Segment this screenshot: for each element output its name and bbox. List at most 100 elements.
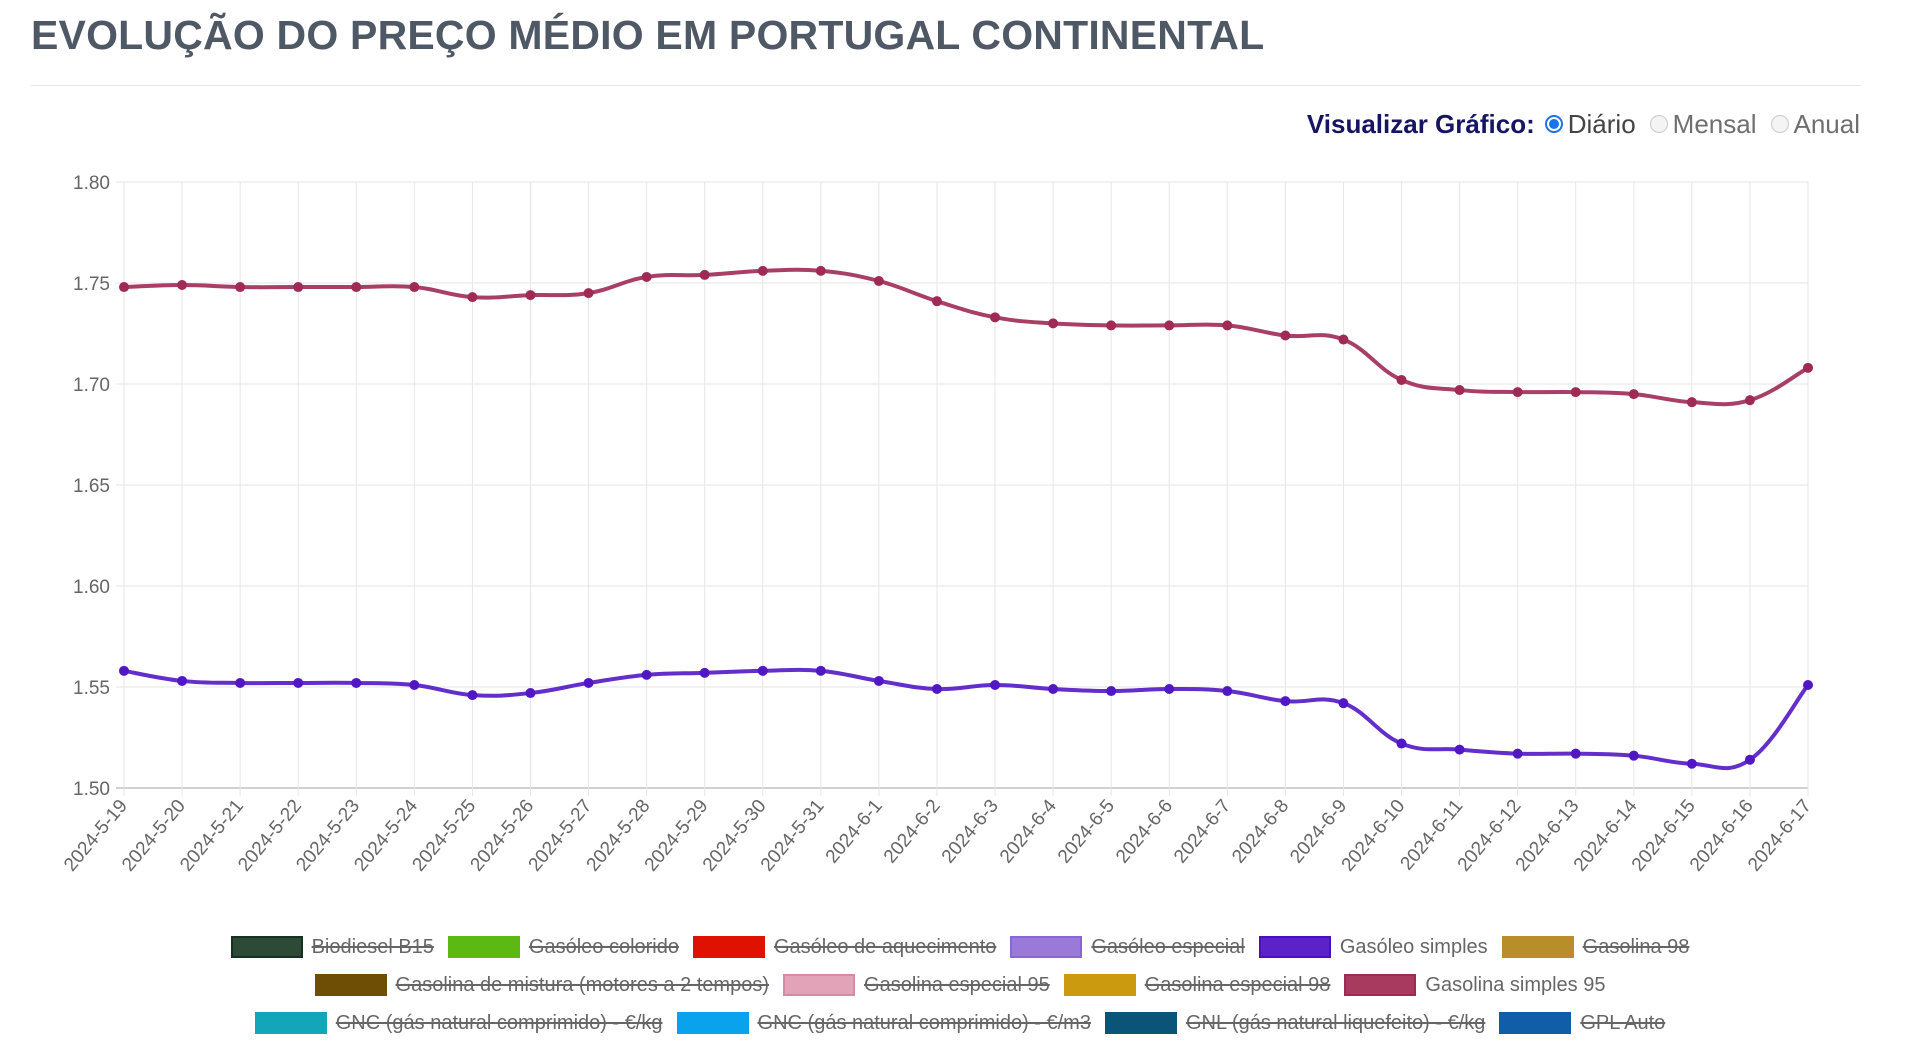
radio-option-mensal[interactable]: Mensal xyxy=(1649,109,1757,140)
data-point[interactable] xyxy=(467,292,478,303)
data-point[interactable] xyxy=(1686,758,1697,769)
data-point[interactable] xyxy=(1803,679,1813,690)
data-point[interactable] xyxy=(293,677,304,688)
data-point[interactable] xyxy=(1454,385,1465,396)
data-point[interactable] xyxy=(235,282,246,293)
data-point[interactable] xyxy=(409,282,420,293)
legend-item[interactable]: GPL Auto xyxy=(1499,1012,1665,1035)
data-point[interactable] xyxy=(757,665,768,676)
legend-swatch xyxy=(230,936,303,958)
chart-view-selector: Visualizar Gráfico: Diário Mensal Anual xyxy=(1307,108,1860,140)
y-tick-label: 1.55 xyxy=(73,678,110,699)
legend-item[interactable]: Gasóleo especial xyxy=(1010,936,1245,959)
data-point[interactable] xyxy=(1280,696,1291,707)
data-point[interactable] xyxy=(931,684,942,695)
radio-anual[interactable] xyxy=(1770,115,1789,133)
radio-mensal[interactable] xyxy=(1649,115,1668,133)
data-point[interactable] xyxy=(699,269,710,280)
data-point[interactable] xyxy=(119,665,129,676)
legend-item[interactable]: Gasolina especial 98 xyxy=(1063,974,1330,997)
data-point[interactable] xyxy=(525,688,536,699)
data-point[interactable] xyxy=(1686,397,1697,408)
legend-item[interactable]: Gasóleo colorido xyxy=(447,936,679,959)
radio-diario[interactable] xyxy=(1544,115,1563,133)
data-point[interactable] xyxy=(990,679,1001,690)
data-point[interactable] xyxy=(119,282,129,293)
legend-item[interactable]: Gasolina especial 95 xyxy=(783,974,1050,997)
data-point[interactable] xyxy=(1048,318,1059,329)
legend-item[interactable]: GNC (gás natural comprimido) - €/kg xyxy=(254,1011,663,1035)
data-point[interactable] xyxy=(931,296,942,307)
data-point[interactable] xyxy=(699,667,710,678)
data-point[interactable] xyxy=(467,690,478,701)
data-point[interactable] xyxy=(1106,320,1117,331)
data-point[interactable] xyxy=(1628,750,1639,761)
data-point[interactable] xyxy=(873,275,884,286)
legend-item[interactable]: GNC (gás natural comprimido) - €/m3 xyxy=(676,1012,1091,1035)
data-point[interactable] xyxy=(990,312,1001,323)
data-point[interactable] xyxy=(1338,334,1349,345)
data-point[interactable] xyxy=(235,677,246,688)
data-point[interactable] xyxy=(1164,684,1175,695)
data-point[interactable] xyxy=(1396,738,1407,749)
legend-item[interactable]: Gasóleo simples xyxy=(1258,936,1488,959)
data-point[interactable] xyxy=(1280,330,1291,341)
y-tick-label: 1.60 xyxy=(73,577,110,598)
data-point[interactable] xyxy=(1222,686,1233,697)
data-point[interactable] xyxy=(1744,395,1755,406)
data-point[interactable] xyxy=(409,679,420,690)
data-point[interactable] xyxy=(351,677,362,688)
legend-item[interactable]: Biodiesel B15 xyxy=(230,935,434,959)
x-tick-label: 2024-6-4 xyxy=(996,795,1061,867)
data-point[interactable] xyxy=(641,669,652,680)
data-point[interactable] xyxy=(1570,748,1581,759)
data-point[interactable] xyxy=(177,675,188,686)
legend-label: GNC (gás natural comprimido) - €/kg xyxy=(335,1011,663,1034)
data-point[interactable] xyxy=(815,665,826,676)
y-tick-label: 1.80 xyxy=(73,173,110,194)
x-tick-label: 2024-6-3 xyxy=(938,796,1003,868)
data-point[interactable] xyxy=(1048,684,1059,695)
legend-item[interactable]: Gasóleo de aquecimento xyxy=(693,936,996,959)
data-point[interactable] xyxy=(1338,698,1349,709)
x-tick-label: 2024-6-6 xyxy=(1112,796,1177,868)
data-point[interactable] xyxy=(525,290,536,301)
data-point[interactable] xyxy=(1164,320,1175,331)
legend-item[interactable]: Gasolina de mistura (motores a 2 tempos) xyxy=(314,974,769,997)
data-point[interactable] xyxy=(351,282,362,293)
legend-label: Biodiesel B15 xyxy=(311,935,434,958)
data-point[interactable] xyxy=(1396,374,1407,385)
data-point[interactable] xyxy=(815,265,826,276)
data-point[interactable] xyxy=(641,271,652,282)
title-separator xyxy=(31,85,1861,86)
data-point[interactable] xyxy=(873,675,884,686)
legend-item[interactable]: GNL (gás natural liquefeito) - €/kg xyxy=(1104,1012,1485,1035)
data-point[interactable] xyxy=(583,288,594,299)
data-point[interactable] xyxy=(1222,320,1233,331)
radio-option-anual[interactable]: Anual xyxy=(1770,109,1860,140)
legend-item[interactable]: Gasolina simples 95 xyxy=(1344,974,1605,997)
data-point[interactable] xyxy=(1454,744,1465,755)
y-axis: 1.80 1.75 1.70 1.65 1.60 1.55 1.50 xyxy=(73,173,110,800)
legend-label: Gasolina especial 95 xyxy=(864,973,1050,996)
data-point[interactable] xyxy=(583,677,594,688)
data-point[interactable] xyxy=(1570,387,1581,398)
x-tick-label: 2024-6-2 xyxy=(880,796,945,868)
data-point[interactable] xyxy=(1803,362,1813,373)
x-tick-label: 2024-6-5 xyxy=(1054,796,1119,868)
data-point[interactable] xyxy=(757,265,768,276)
data-point[interactable] xyxy=(293,282,304,293)
data-point[interactable] xyxy=(1512,748,1523,759)
legend-swatch xyxy=(1104,1012,1177,1034)
series-gasolina-simples-95 xyxy=(119,265,1813,408)
data-point[interactable] xyxy=(1106,686,1117,697)
data-point[interactable] xyxy=(1512,387,1523,398)
legend-swatch xyxy=(1258,936,1331,958)
legend-item[interactable]: Gasolina 98 xyxy=(1501,936,1689,959)
radio-option-diario[interactable]: Diário xyxy=(1544,109,1636,140)
data-point[interactable] xyxy=(1628,389,1639,400)
data-point[interactable] xyxy=(177,280,188,291)
series-line xyxy=(123,667,1810,771)
series-gas-leo-simples xyxy=(119,665,1813,771)
data-point[interactable] xyxy=(1744,754,1755,765)
